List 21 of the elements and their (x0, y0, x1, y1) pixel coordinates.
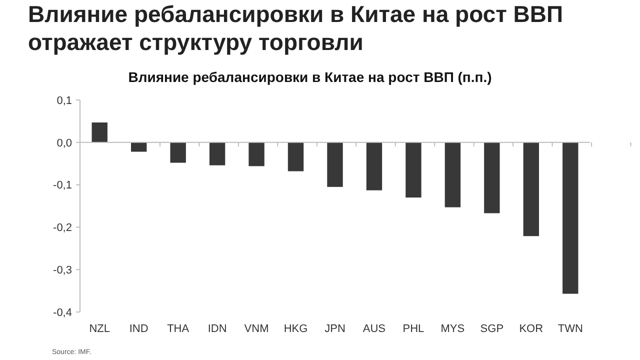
x-tick-label: JPN (324, 323, 346, 335)
y-tick-label: -0,3 (53, 264, 72, 276)
x-tick-label: NZL (89, 323, 110, 335)
x-tick-label: HKG (284, 323, 308, 335)
x-tick-label: IND (129, 323, 148, 335)
chart-subtitle: Влияние ребалансировки в Китае на рост ВВП (п.п.) (128, 69, 492, 85)
x-tick-label: SGP (480, 323, 504, 335)
x-tick-label: TWN (558, 323, 583, 335)
x-tick-label: KOR (519, 323, 544, 335)
y-tick-label: -0,2 (53, 222, 72, 234)
chart-title: Влияние ребалансировки в Китае на рост ВВП отражает структуру торговли (28, 0, 564, 56)
y-tick-label: -0,4 (53, 306, 72, 319)
y-tick-label: -0,1 (53, 180, 72, 192)
x-tick-label: PHL (402, 323, 424, 335)
x-tick-label: MYS (440, 323, 465, 335)
x-tick-label: AUS (362, 323, 386, 335)
y-tick-label: 0,0 (56, 137, 72, 150)
x-tick-label: THA (167, 323, 190, 335)
y-tick-label: 0,1 (56, 94, 72, 107)
x-tick-label: VNM (244, 323, 269, 335)
x-tick-label: IDN (208, 323, 227, 335)
